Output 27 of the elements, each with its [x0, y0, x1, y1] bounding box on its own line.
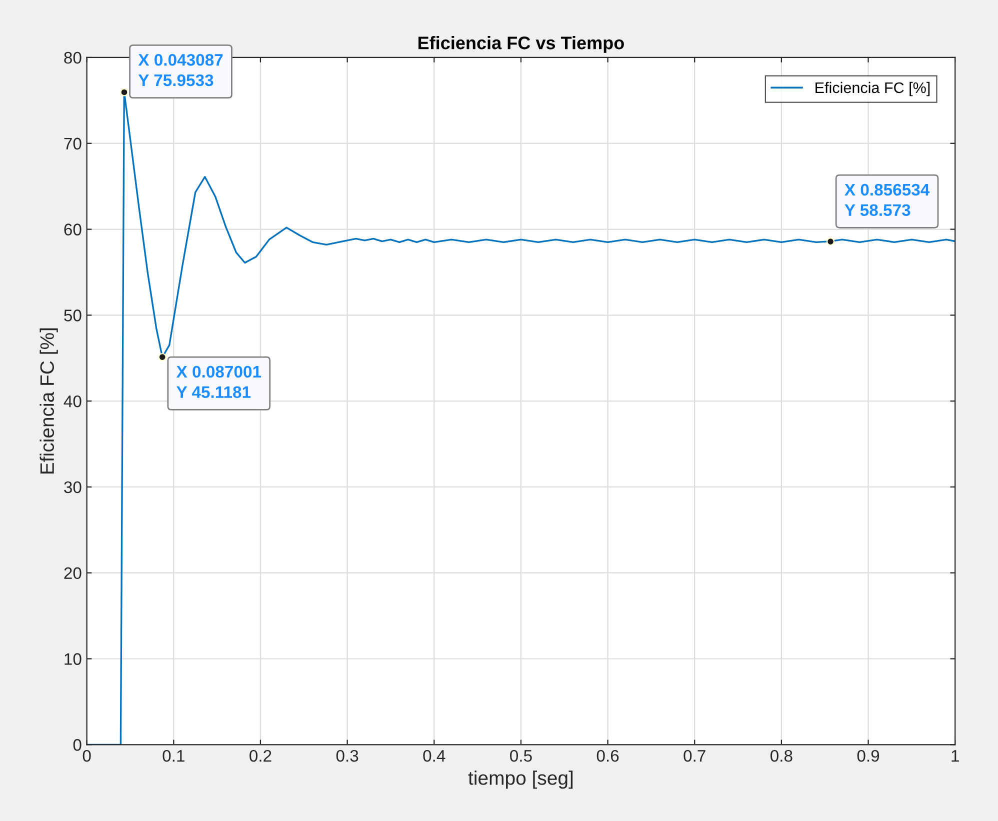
y-axis-title: Eficiencia FC [%]: [40, 328, 58, 474]
x-tick-label: 0.2: [250, 750, 272, 762]
y-tick-label: 80: [64, 52, 82, 64]
y-tick-label: 30: [64, 481, 82, 494]
annotation: X 0.043087 Y 75.9533: [138, 54, 223, 86]
x-tick-label: 0.7: [684, 750, 706, 762]
y-tick-label: 50: [64, 310, 82, 322]
x-tick-label: 1: [952, 750, 959, 762]
y-tick-label: 0: [73, 739, 82, 751]
annotation: X 0.087001 Y 45.1181: [176, 366, 262, 398]
y-tick-label: 20: [64, 567, 82, 580]
x-tick-label: 0.6: [596, 750, 619, 762]
y-tick-label: 70: [64, 138, 82, 150]
annotation: X 0.856534 Y 58.573: [844, 184, 930, 216]
x-tick-label: 0.4: [423, 750, 446, 762]
x-tick-label: 0.5: [510, 750, 532, 762]
y-tick-label: 60: [64, 224, 82, 236]
x-axis-title: tiempo [seg]: [468, 770, 573, 789]
x-tick-label: 0.3: [336, 750, 358, 762]
y-tick-label: 40: [64, 395, 82, 408]
y-tick-label: 10: [64, 653, 82, 665]
chart-title: Eficiencia FC vs Tiempo: [418, 36, 624, 53]
legend-label: Eficiencia FC [%]: [816, 82, 930, 96]
x-tick-label: 0: [82, 750, 91, 762]
x-tick-label: 0.8: [770, 750, 792, 762]
x-tick-label: 0.1: [162, 750, 184, 762]
x-tick-label: 0.9: [857, 750, 880, 762]
